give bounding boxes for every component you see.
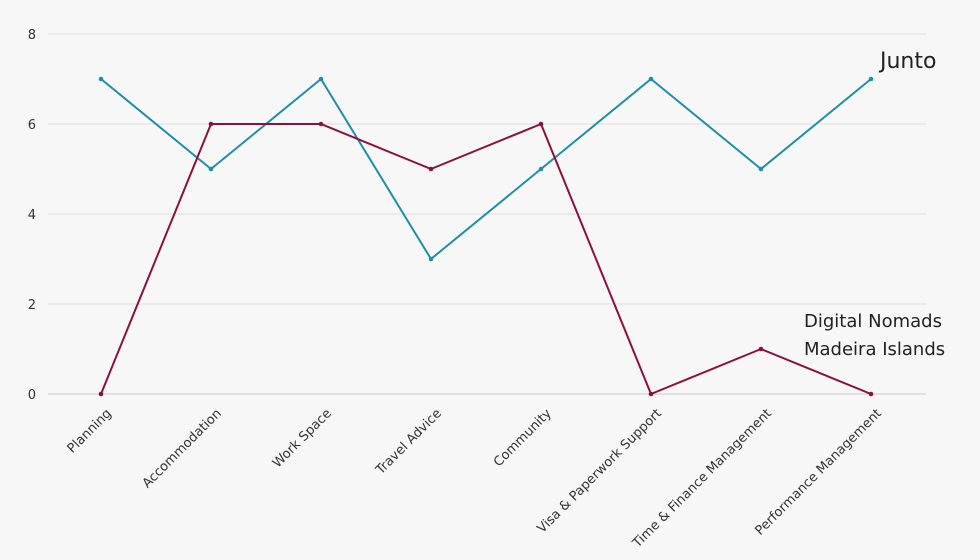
data-point <box>428 256 434 262</box>
data-point <box>538 166 544 172</box>
y-tick-label: 4 <box>28 208 36 223</box>
data-point <box>538 121 544 127</box>
y-tick-label: 2 <box>28 298 36 313</box>
series-line-digital-nomads <box>100 123 872 395</box>
annotation-junto: Junto <box>878 49 936 74</box>
x-tick-label: Accommodation <box>140 406 225 491</box>
data-point <box>758 166 764 172</box>
x-tick-label: Work Space <box>270 406 335 471</box>
data-point <box>318 121 324 127</box>
y-tick-label: 0 <box>28 388 36 403</box>
annotation-digital-nomads-line2: Madeira Islands <box>804 339 945 360</box>
x-tick-label: Travel Advice <box>373 406 445 478</box>
data-point <box>648 391 654 397</box>
data-point <box>428 166 434 172</box>
data-point <box>318 76 324 82</box>
y-tick-label: 6 <box>28 118 36 133</box>
x-tick-label: Community <box>491 406 555 470</box>
annotation-digital-nomads-line1: Digital Nomads <box>804 311 942 332</box>
data-point <box>648 76 654 82</box>
data-point <box>208 121 214 127</box>
data-point <box>868 76 874 82</box>
data-point <box>758 346 764 352</box>
data-point <box>868 391 874 397</box>
series <box>98 76 874 397</box>
x-tick-label: Planning <box>65 406 115 456</box>
data-point <box>208 166 214 172</box>
axes: 0 2 4 6 8 Planning Accommodation Work Space Trav… <box>28 28 885 552</box>
data-point <box>98 76 104 82</box>
data-point <box>98 391 104 397</box>
annotations: Junto Digital Nomads Madeira Islands <box>804 49 945 360</box>
x-tick-label: Performance Management <box>752 406 884 538</box>
x-tick-label: Visa & Paperwork Support <box>535 406 665 536</box>
series-line-junto <box>100 78 872 260</box>
y-tick-label: 8 <box>28 28 36 43</box>
